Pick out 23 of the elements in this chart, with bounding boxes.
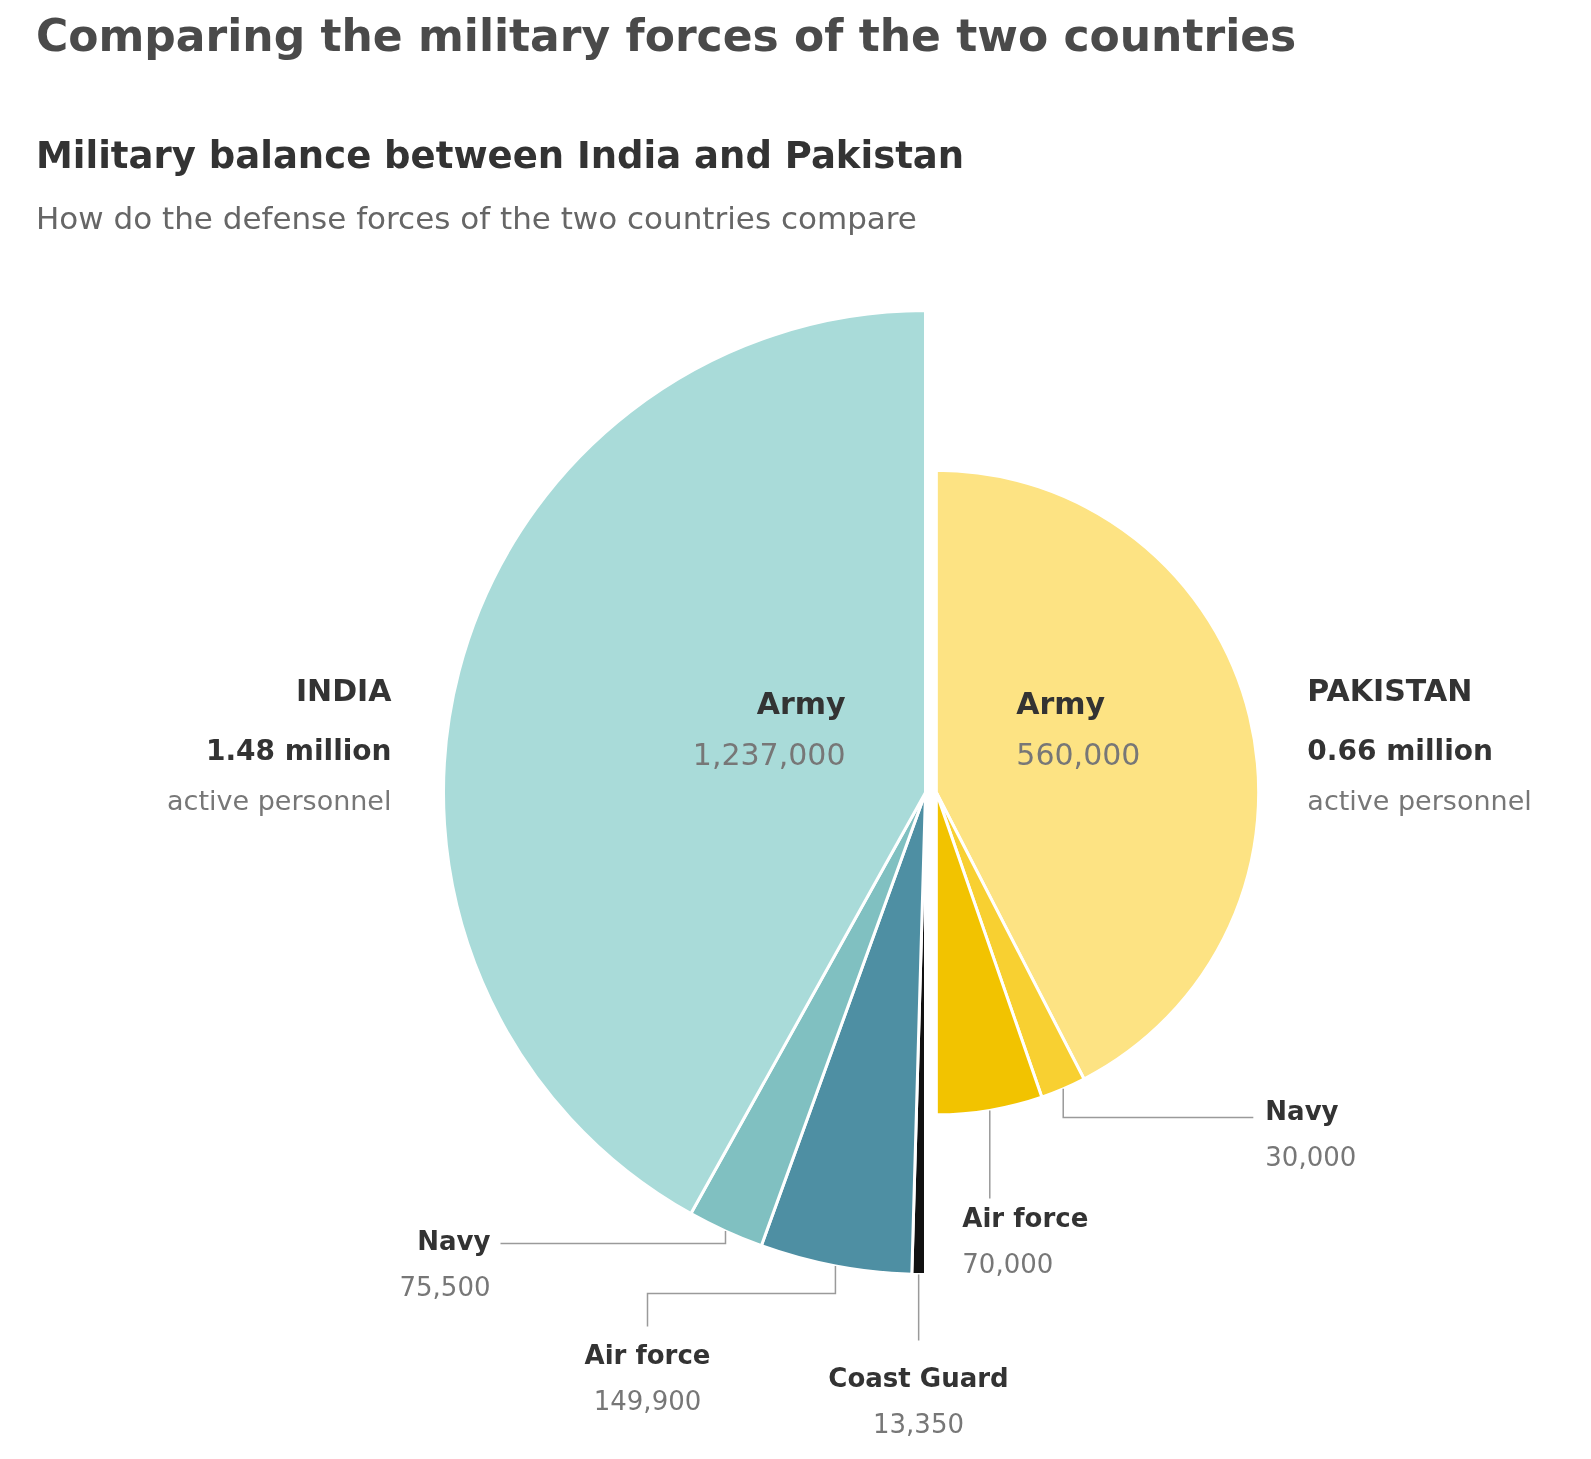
slice-label: Army — [756, 685, 846, 721]
slice-label: Navy — [416, 1225, 491, 1256]
data-label: 30,000 — [1264, 1141, 1356, 1172]
data-label: 13,350 — [872, 1408, 964, 1439]
slice-label: Coast Guard — [827, 1362, 1009, 1393]
slice-label: Air force — [961, 1202, 1088, 1233]
slice-label: Army — [1015, 685, 1106, 721]
data-label: 149,900 — [593, 1385, 701, 1416]
text: INDIA — [295, 672, 392, 708]
slice-label: Air force — [584, 1339, 710, 1370]
data-label: 75,500 — [399, 1271, 490, 1302]
data-label: 1,237,000 — [692, 736, 845, 772]
text: active personnel — [1306, 784, 1532, 816]
text: 0.66 million — [1306, 733, 1493, 767]
data-label: 70,000 — [961, 1248, 1053, 1279]
text: Military balance between India and Pakistan — [36, 134, 965, 177]
text: Comparing the military forces of the two countries — [36, 10, 1297, 61]
text: How do the defense forces of the two countries compare — [36, 200, 917, 236]
text: 1.48 million — [205, 733, 391, 767]
text: PAKISTAN — [1306, 672, 1472, 708]
text: active personnel — [166, 784, 391, 816]
slice-label: Navy — [1264, 1095, 1339, 1126]
data-label: 560,000 — [1015, 736, 1141, 772]
